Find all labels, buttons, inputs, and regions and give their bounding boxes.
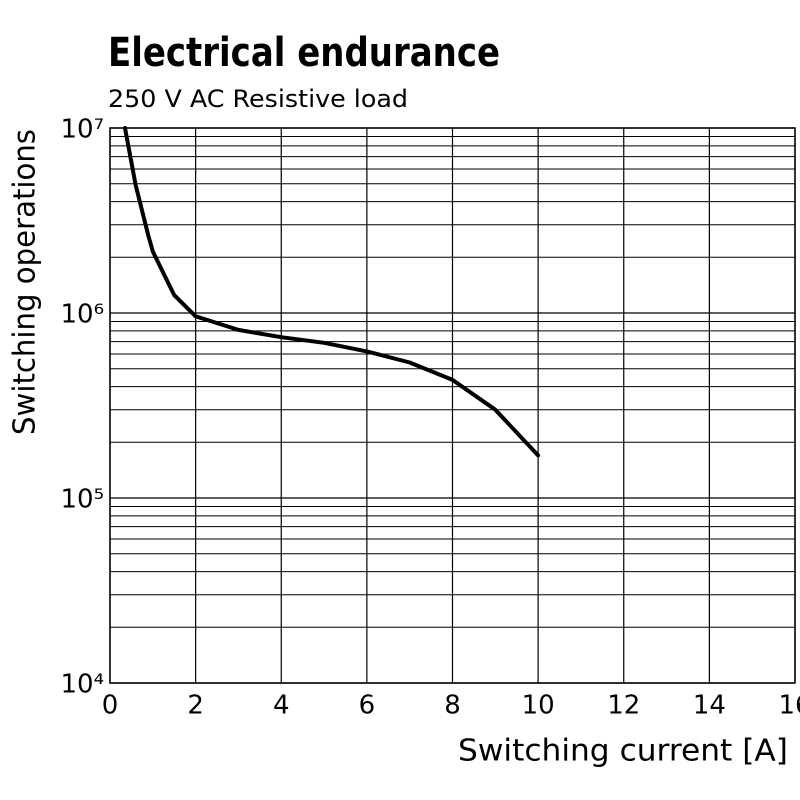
chart-subtitle: 250 V AC Resistive load bbox=[108, 85, 408, 113]
chart-title: Electrical endurance bbox=[108, 30, 500, 76]
y-tick-label: 10⁷ bbox=[60, 115, 104, 145]
x-tick-label: 0 bbox=[102, 691, 119, 721]
x-tick-label: 16 bbox=[778, 691, 800, 721]
x-tick-label: 14 bbox=[693, 691, 726, 721]
x-tick-label: 10 bbox=[522, 691, 555, 721]
y-axis-label: Switching operations bbox=[8, 129, 43, 435]
y-tick-label: 10⁵ bbox=[60, 485, 104, 515]
x-tick-label: 2 bbox=[187, 691, 204, 721]
data-line bbox=[123, 126, 541, 458]
x-axis-label: Switching current [A] bbox=[458, 734, 788, 769]
y-tick-label: 10⁴ bbox=[60, 670, 104, 700]
x-tick-label: 6 bbox=[359, 691, 376, 721]
y-tick-label: 10⁶ bbox=[60, 300, 104, 330]
x-tick-label: 4 bbox=[273, 691, 290, 721]
x-tick-label: 8 bbox=[444, 691, 461, 721]
x-tick-label: 12 bbox=[607, 691, 640, 721]
plot-frame bbox=[109, 127, 796, 684]
